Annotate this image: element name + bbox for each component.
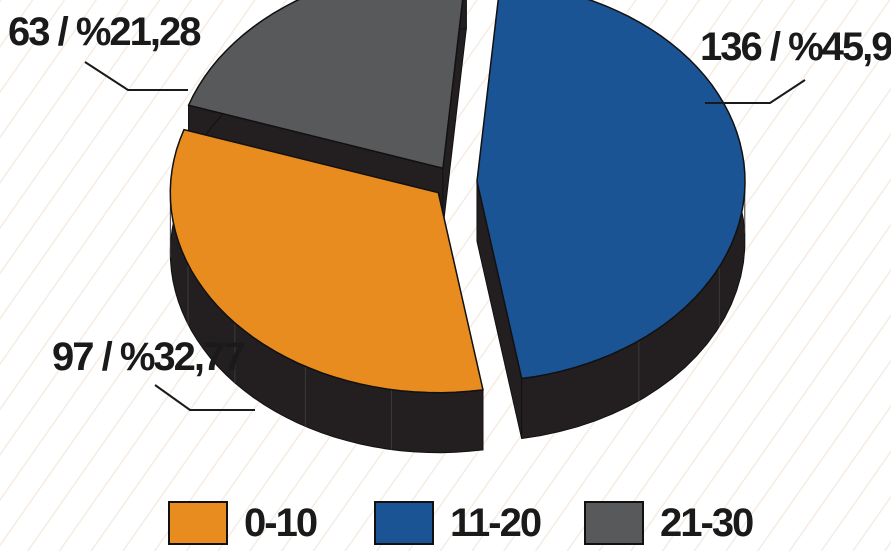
slice-0-10 bbox=[169, 128, 484, 394]
slices-layer bbox=[169, 0, 746, 454]
legend-swatch-21-30 bbox=[584, 501, 644, 545]
data-label-21-30: 63 / %21,28 bbox=[8, 10, 201, 54]
legend-item-21-30: 21-30 bbox=[584, 498, 754, 548]
legend-label-11-20: 11-20 bbox=[450, 501, 542, 545]
slice-11-20 bbox=[476, 0, 746, 380]
leader-line-21-30 bbox=[84, 61, 188, 91]
legend: 0-10 11-20 21-30 bbox=[0, 498, 891, 548]
data-label-11-20: 136 / %45,95 bbox=[700, 25, 891, 69]
legend-label-21-30: 21-30 bbox=[660, 501, 754, 545]
leader-line-0-10 bbox=[154, 384, 255, 411]
legend-label-0-10: 0-10 bbox=[244, 501, 318, 545]
legend-swatch-11-20 bbox=[374, 501, 434, 545]
slice-21-30 bbox=[187, 0, 464, 170]
data-label-0-10: 97 / %32,77 bbox=[52, 335, 244, 379]
legend-item-0-10: 0-10 bbox=[168, 498, 318, 548]
leader-line-11-20 bbox=[705, 79, 806, 104]
legend-swatch-0-10 bbox=[168, 501, 228, 545]
legend-item-11-20: 11-20 bbox=[374, 498, 542, 548]
